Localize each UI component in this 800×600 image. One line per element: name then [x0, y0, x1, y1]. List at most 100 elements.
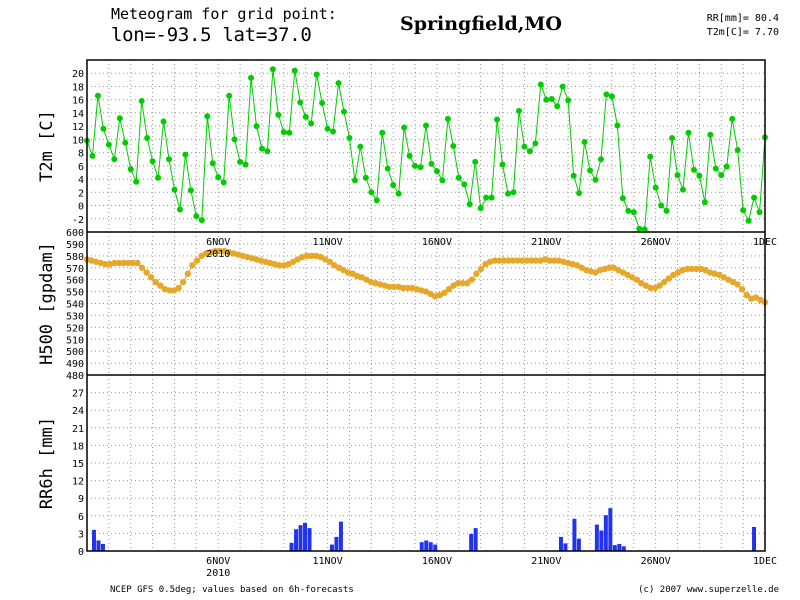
h500-ytick-label: 570 — [66, 264, 84, 275]
rr6h-ytick-label: 0 — [78, 547, 84, 558]
t2m-data-point — [718, 172, 725, 179]
rr6h-ytick-label: 21 — [72, 424, 84, 435]
h500-data-point — [184, 270, 191, 277]
summary-stats: RR[mm]= 80.4 T2m[C]= 7.70 — [707, 12, 779, 40]
t2m-data-point — [510, 189, 517, 196]
t2m-data-point — [647, 153, 654, 160]
t2m-data-point — [439, 177, 446, 184]
h500-data-point — [468, 276, 476, 283]
xtick-year-label: 2010 — [206, 249, 230, 260]
h500-data-point — [134, 259, 141, 267]
h500-ytick-label: 490 — [66, 359, 84, 370]
t2m-ytick-label: 10 — [72, 135, 84, 146]
t2m-data-point — [280, 129, 287, 136]
precip-bar — [599, 530, 604, 551]
t2m-ytick-label: 0 — [78, 202, 84, 213]
t2m-data-point — [592, 176, 599, 183]
t2m-data-point — [603, 91, 610, 98]
xtick-year-label: 2010 — [206, 568, 230, 579]
precip-bar — [473, 528, 478, 551]
t2m-data-point — [302, 113, 309, 120]
t2m-data-point — [745, 217, 752, 224]
t2m-data-point — [483, 194, 490, 201]
h500-data-point — [120, 259, 127, 267]
precip-bar — [603, 515, 608, 551]
h500-data-point — [491, 257, 498, 264]
t2m-data-point — [253, 123, 260, 130]
t2m-data-point — [690, 166, 697, 173]
t2m-data-point — [275, 111, 282, 118]
t2m-data-point — [297, 99, 304, 106]
t2m-data-point — [619, 195, 626, 202]
h500-data-point — [115, 259, 123, 267]
t2m-data-point — [176, 206, 183, 213]
t2m-ytick-label: 8 — [78, 149, 84, 160]
precip-bar — [469, 533, 474, 551]
t2m-data-point — [237, 158, 244, 165]
rr6h-axis-label: RR6h [mm] — [37, 417, 57, 509]
precip-bar — [752, 526, 757, 551]
h500-data-point — [683, 265, 691, 273]
h500-data-point — [125, 259, 132, 267]
h500-ytick-label: 480 — [66, 371, 84, 382]
h500-data-point — [738, 286, 746, 293]
h500-data-point — [514, 257, 521, 264]
t2m-data-point — [94, 92, 101, 99]
h500-data-point — [147, 274, 155, 281]
h500-data-point — [500, 257, 508, 264]
h500-data-point — [519, 257, 526, 264]
h500-ytick-label: 560 — [66, 276, 84, 287]
h500-data-point — [189, 262, 196, 269]
t2m-data-point — [548, 96, 555, 103]
t2m-data-point — [122, 139, 129, 146]
h500-data-point — [390, 283, 398, 291]
grid-point-coordinates: lon=-93.5 lat=37.0 — [111, 24, 312, 46]
t2m-data-point — [127, 166, 134, 173]
rr6h-ytick-label: 9 — [78, 494, 84, 505]
t2m-data-point — [187, 187, 194, 194]
t2m-ytick-label: 14 — [72, 109, 84, 120]
h500-data-point — [454, 280, 462, 287]
t2m-data-point — [335, 80, 342, 87]
t2m-data-point — [324, 125, 331, 132]
h500-data-point — [143, 269, 150, 276]
xtick-label: 21NOV — [531, 237, 561, 248]
t2m-data-point — [248, 74, 255, 81]
t2m-data-point — [576, 189, 583, 196]
t2m-data-point — [565, 97, 572, 104]
h500-data-point — [193, 257, 201, 264]
h500-ytick-label: 540 — [66, 300, 84, 311]
t2m-ytick-label: 20 — [72, 69, 84, 80]
h500-data-point — [505, 257, 512, 264]
t2m-data-point — [472, 158, 479, 165]
h500-data-point — [445, 286, 453, 293]
t2m-data-point — [166, 156, 173, 163]
t2m-data-point — [269, 66, 276, 73]
t2m-data-point — [587, 167, 594, 174]
t2m-data-point — [554, 103, 561, 110]
rr6h-ytick-label: 15 — [72, 459, 84, 470]
t2m-data-point — [707, 131, 714, 138]
t2m-ytick-label: 12 — [72, 122, 84, 133]
t2m-ytick-label: 16 — [72, 96, 84, 107]
xtick-label: 21NOV — [531, 556, 561, 567]
t2m-data-point — [433, 168, 440, 175]
h500-data-point — [473, 270, 480, 277]
t2m-data-point — [149, 158, 156, 165]
h500-data-point — [523, 257, 530, 264]
t2m-data-point — [390, 182, 397, 189]
h500-data-point — [386, 283, 393, 291]
t2m-data-point — [641, 226, 648, 233]
precip-bar — [621, 546, 626, 551]
data-source-note: NCEP GFS 0.5deg; values based on 6h-fore… — [110, 585, 354, 595]
t2m-data-point — [182, 151, 189, 158]
h500-data-point — [546, 257, 553, 264]
t2m-ytick-label: -2 — [72, 215, 84, 226]
h500-data-point — [532, 257, 540, 264]
t2m-data-point — [116, 115, 123, 122]
h500-data-point — [459, 280, 466, 287]
precip-bar — [329, 544, 334, 551]
t2m-data-point — [286, 129, 293, 136]
xtick-label: 1DEC — [753, 556, 777, 567]
h500-data-point — [464, 280, 471, 287]
